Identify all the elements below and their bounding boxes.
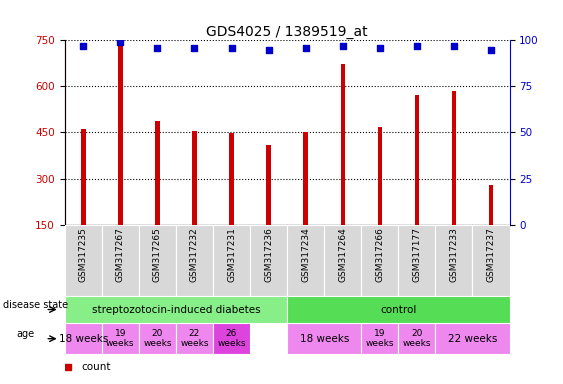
Bar — [303, 132, 308, 225]
Bar — [435, 225, 472, 296]
Text: 26
weeks: 26 weeks — [217, 329, 246, 348]
Text: age: age — [16, 329, 34, 339]
Bar — [287, 296, 510, 323]
Point — [449, 43, 458, 49]
Bar — [341, 64, 345, 225]
Text: streptozotocin-induced diabetes: streptozotocin-induced diabetes — [92, 305, 260, 314]
Text: GSM317232: GSM317232 — [190, 227, 199, 281]
Bar — [81, 129, 86, 225]
Bar — [102, 225, 139, 296]
Bar — [399, 323, 435, 354]
Title: GDS4025 / 1389519_at: GDS4025 / 1389519_at — [206, 25, 368, 39]
Text: 22
weeks: 22 weeks — [180, 329, 209, 348]
Bar — [489, 185, 493, 225]
Text: 19
weeks: 19 weeks — [106, 329, 135, 348]
Point — [301, 45, 310, 51]
Text: disease state: disease state — [3, 300, 68, 310]
Bar — [102, 323, 139, 354]
Text: 19
weeks: 19 weeks — [365, 329, 394, 348]
Bar — [287, 323, 361, 354]
Bar — [266, 145, 271, 225]
Bar — [65, 323, 102, 354]
Bar — [472, 225, 510, 296]
Point — [376, 45, 385, 51]
Bar — [361, 225, 399, 296]
Bar — [414, 95, 419, 225]
Text: GSM317265: GSM317265 — [153, 227, 162, 281]
Point — [338, 43, 347, 49]
Point — [264, 46, 273, 53]
Text: GSM317233: GSM317233 — [449, 227, 458, 281]
Bar — [378, 127, 382, 225]
Bar — [192, 131, 196, 225]
Text: GSM317266: GSM317266 — [376, 227, 385, 281]
Text: 22 weeks: 22 weeks — [448, 334, 497, 344]
Bar — [176, 225, 213, 296]
Point — [79, 43, 88, 49]
Text: GSM317235: GSM317235 — [79, 227, 88, 281]
Point — [486, 46, 495, 53]
Text: 18 weeks: 18 weeks — [59, 334, 108, 344]
Text: GSM317236: GSM317236 — [264, 227, 273, 281]
Bar — [287, 225, 324, 296]
Text: GSM317177: GSM317177 — [412, 227, 421, 282]
Text: GSM317231: GSM317231 — [227, 227, 236, 281]
Bar — [452, 91, 456, 225]
Bar — [213, 323, 250, 354]
Bar — [213, 225, 250, 296]
Text: 18 weeks: 18 weeks — [300, 334, 349, 344]
Text: GSM317237: GSM317237 — [486, 227, 495, 281]
Text: GSM317267: GSM317267 — [116, 227, 125, 281]
Point — [190, 45, 199, 51]
Bar — [435, 323, 510, 354]
Bar — [139, 225, 176, 296]
Point — [116, 39, 125, 45]
Bar — [65, 296, 287, 323]
Bar — [361, 323, 399, 354]
Bar — [324, 225, 361, 296]
Bar — [118, 41, 123, 225]
Bar — [155, 121, 160, 225]
Point — [153, 45, 162, 51]
Bar — [399, 225, 435, 296]
Bar — [250, 225, 287, 296]
Text: GSM317234: GSM317234 — [301, 227, 310, 281]
Bar — [139, 323, 176, 354]
Text: 20
weeks: 20 weeks — [143, 329, 172, 348]
Text: 20
weeks: 20 weeks — [403, 329, 431, 348]
Bar — [229, 133, 234, 225]
Text: control: control — [380, 305, 417, 314]
Text: count: count — [81, 362, 111, 372]
Point — [412, 43, 421, 49]
Bar — [176, 323, 213, 354]
Bar — [65, 225, 102, 296]
Text: GSM317264: GSM317264 — [338, 227, 347, 281]
Point — [227, 45, 236, 51]
